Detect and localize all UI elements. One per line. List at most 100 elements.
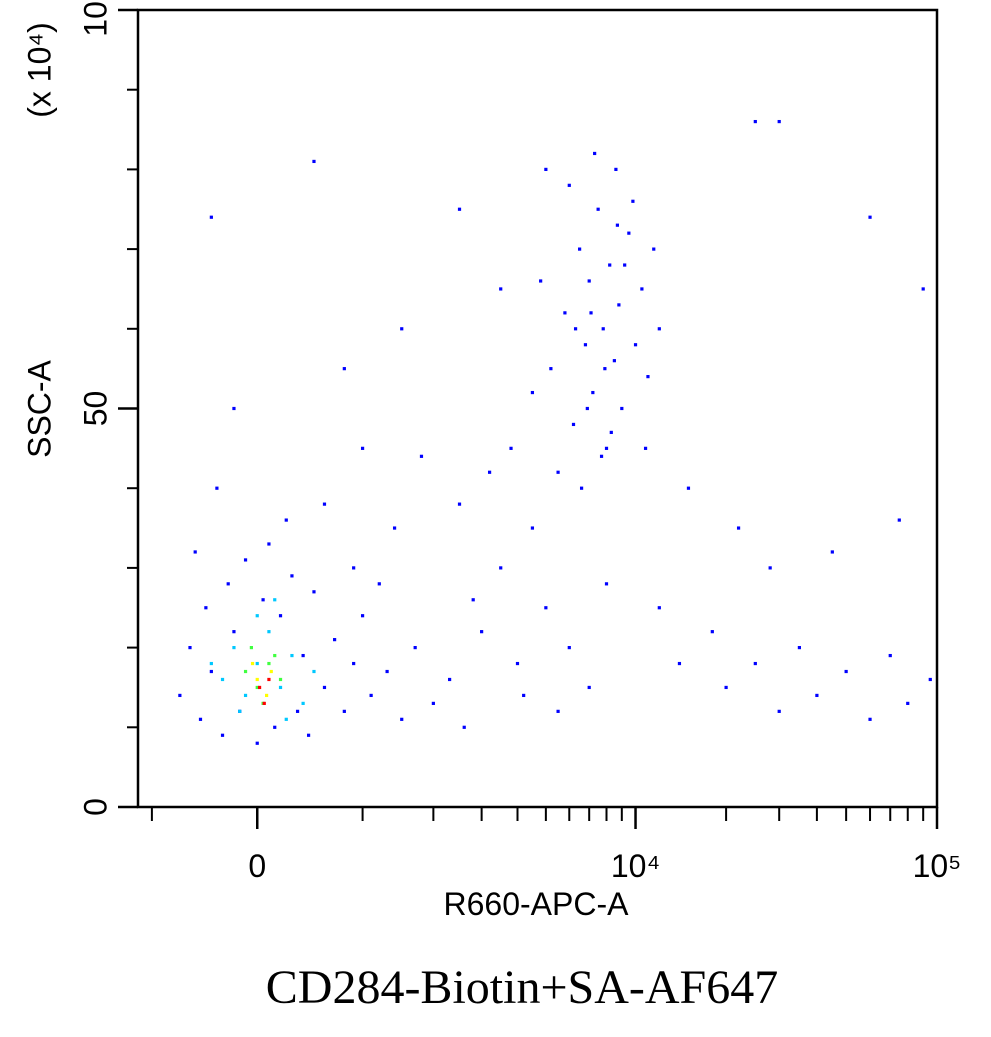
event-dot: [868, 717, 872, 721]
event-dot: [487, 470, 492, 474]
event-dot: [278, 685, 283, 690]
event-dot: [284, 717, 288, 721]
event-dot: [906, 701, 910, 705]
event-dot: [631, 199, 635, 203]
event-dot: [255, 677, 259, 682]
event-dot: [226, 582, 230, 586]
event-dot: [710, 630, 714, 634]
event-dot: [295, 709, 300, 713]
event-dot: [556, 470, 560, 474]
event-dot: [608, 263, 612, 267]
y-tick-label: 50: [77, 391, 113, 427]
event-dot: [290, 653, 294, 658]
x-axis-label: R660-APC-A: [444, 886, 630, 922]
event-dot: [589, 311, 593, 315]
event-dot: [209, 669, 213, 674]
event-dot: [278, 677, 283, 682]
event-dot: [868, 215, 872, 219]
event-dot: [204, 606, 208, 610]
x-tick-label: 0: [248, 848, 266, 884]
event-dot: [567, 646, 571, 650]
event-dot: [587, 685, 591, 690]
event-dot: [579, 486, 584, 490]
event-dot: [360, 446, 365, 450]
event-dot: [571, 422, 576, 427]
event-dot: [278, 614, 283, 618]
event-dot: [400, 717, 404, 721]
event-dot: [480, 630, 484, 634]
event-dot: [539, 279, 543, 283]
event-dot: [243, 558, 248, 562]
event-dot: [333, 638, 337, 642]
event-dot: [556, 709, 560, 713]
event-dot: [400, 327, 404, 331]
event-dot: [322, 685, 327, 690]
event-dot: [264, 693, 269, 698]
event-dot: [623, 263, 627, 267]
event-dot: [267, 630, 271, 634]
event-dot: [499, 287, 503, 291]
event-dot: [777, 119, 781, 124]
event-dot: [578, 247, 582, 251]
y-tick-label: 0: [77, 798, 113, 816]
event-dot: [273, 725, 277, 729]
event-dot: [255, 661, 259, 666]
event-dot: [290, 574, 294, 578]
event-dot: [243, 693, 248, 698]
event-dot: [627, 231, 631, 235]
event-dot: [178, 693, 182, 698]
event-dot: [587, 279, 591, 283]
event-dot: [262, 701, 266, 705]
event-dot: [593, 151, 597, 156]
event-dot: [657, 327, 661, 331]
event-dot: [544, 606, 548, 610]
event-dot: [232, 646, 236, 650]
event-dot: [549, 367, 553, 371]
event-dot: [753, 119, 757, 124]
event-dot: [768, 566, 772, 570]
event-dot: [312, 590, 316, 594]
event-dot: [243, 669, 248, 674]
event-dot: [209, 215, 213, 219]
event-dot: [612, 359, 616, 363]
event-dot: [897, 518, 901, 522]
event-dot: [604, 446, 609, 450]
event-dot: [257, 685, 262, 690]
event-dot: [585, 406, 589, 411]
event-dot: [815, 693, 819, 698]
event-dot: [352, 566, 356, 570]
event-dot: [273, 598, 277, 602]
event-dot: [499, 566, 503, 570]
event-dot: [614, 167, 618, 171]
event-dot: [567, 183, 571, 187]
event-dot: [255, 741, 259, 745]
event-dot: [573, 327, 578, 331]
event-dot: [342, 367, 346, 371]
event-dot: [249, 646, 253, 650]
x-tick-label: 10⁴: [611, 848, 660, 884]
event-dot: [604, 582, 609, 586]
event-dot: [677, 661, 682, 666]
event-dot: [583, 343, 588, 347]
y-tick-label: 100: [77, 0, 113, 37]
event-dot: [215, 486, 219, 490]
event-dot: [352, 661, 356, 666]
event-dot: [419, 454, 424, 458]
event-dot: [385, 669, 389, 674]
event-dot: [530, 390, 535, 395]
event-dot: [657, 606, 661, 610]
event-dot: [255, 685, 259, 690]
event-dot: [306, 733, 311, 737]
event-dot: [888, 653, 892, 658]
event-dot: [830, 550, 834, 554]
event-dot: [544, 167, 548, 171]
y-unit-label: (x 10⁴): [21, 22, 57, 118]
event-dot: [615, 223, 620, 227]
event-dot: [777, 709, 781, 713]
event-dot: [457, 502, 462, 506]
event-dot: [267, 661, 271, 666]
event-dot: [844, 669, 848, 674]
event-dot: [515, 661, 520, 666]
